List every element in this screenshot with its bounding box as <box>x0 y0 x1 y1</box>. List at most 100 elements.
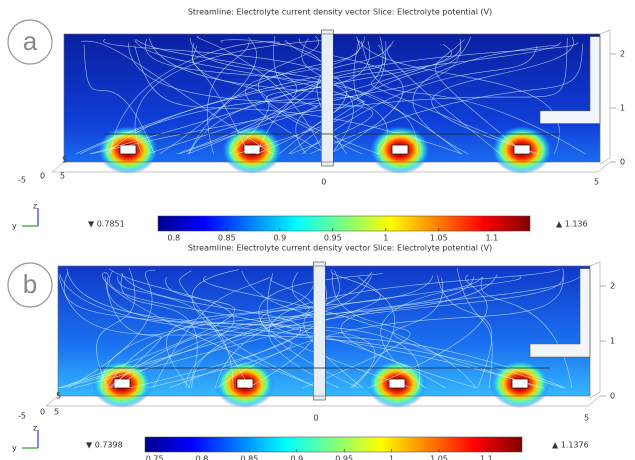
electrode <box>243 144 261 155</box>
axis-text: 5 <box>54 408 59 417</box>
colorbar-min: ▼ 0.7851 <box>88 220 125 229</box>
streamline <box>179 270 250 389</box>
panel-label-circle <box>7 19 53 65</box>
colorbar-tick-label: 1.05 <box>430 455 448 460</box>
colorbar <box>157 215 531 232</box>
colorbar-tick-label: 0.8 <box>167 234 180 243</box>
streamline <box>456 268 493 389</box>
triad-y-label: y <box>12 444 17 453</box>
colorbar-tick-label: 0.85 <box>218 234 236 243</box>
triad-z-label: z <box>33 424 37 433</box>
streamline <box>361 40 586 155</box>
streamline <box>203 275 477 389</box>
streamline <box>96 267 136 389</box>
streamline <box>90 37 568 155</box>
streamline <box>83 44 155 155</box>
streamline <box>144 39 418 155</box>
triad-y-label: y <box>12 222 17 231</box>
streamline <box>108 276 372 389</box>
axis-text: 5 <box>594 178 599 187</box>
z-tick-label: 0 <box>620 158 625 167</box>
domain-frame <box>57 265 591 397</box>
electrode <box>513 144 531 155</box>
axis-text: 0 <box>313 414 318 423</box>
colorbar-tick-label: 1 <box>383 234 388 243</box>
streamline <box>120 273 198 389</box>
streamline <box>191 42 270 155</box>
streamline <box>103 38 347 155</box>
colorbar-tick-label: 1.1 <box>485 234 498 243</box>
colorbar-tick-label: 0.9 <box>290 455 303 460</box>
streamline <box>189 37 354 155</box>
streamline <box>340 269 586 389</box>
panel-title: Streamline: Electrolyte current density … <box>188 244 492 253</box>
streamline <box>109 41 281 155</box>
streamline <box>265 41 371 155</box>
axis-box <box>51 29 611 173</box>
z-tick-label: 1 <box>620 104 625 113</box>
colorbar-tick-label: 0.85 <box>241 455 259 460</box>
streamline <box>63 271 545 389</box>
streamline <box>146 44 452 155</box>
streamline <box>106 41 561 155</box>
streamline <box>392 277 541 389</box>
streamline <box>196 36 325 155</box>
streamline <box>102 272 320 389</box>
axis-text: 0 <box>40 408 45 417</box>
colorbar-tick-label: 0.95 <box>324 234 342 243</box>
streamline <box>367 274 488 389</box>
axis-text: 5 <box>60 172 65 181</box>
colorbar-tick-label: 0.95 <box>335 455 353 460</box>
streamline <box>247 277 321 389</box>
streamline <box>179 36 318 155</box>
streamline <box>301 38 462 155</box>
axis-text: 5 <box>584 414 589 423</box>
streamline <box>371 36 536 155</box>
colorbar-tick-label: 1.1 <box>480 455 493 460</box>
streamline <box>134 45 463 155</box>
axis-text: 0 <box>321 178 326 187</box>
colorbar-tick-label: 1 <box>389 455 394 460</box>
streamline <box>303 271 373 389</box>
streamline <box>121 273 302 389</box>
triad-z-label: z <box>33 202 37 211</box>
panel: a Streamline: Electrolyte current density… <box>7 8 625 243</box>
divider <box>320 29 334 167</box>
streamline <box>81 40 274 155</box>
streamline <box>73 276 381 389</box>
electrode <box>391 144 409 155</box>
streamline <box>386 40 501 155</box>
streamline <box>437 275 493 389</box>
colorbar-min: ▼ 0.7398 <box>86 441 123 450</box>
streamline <box>109 270 446 389</box>
streamline <box>380 275 522 389</box>
panel-title: Streamline: Electrolyte current density … <box>188 8 492 17</box>
streamline <box>128 42 374 155</box>
streamline <box>302 272 411 389</box>
streamline <box>330 268 395 389</box>
divider <box>313 261 326 401</box>
streamline <box>59 276 236 389</box>
panel-label: b <box>23 269 37 299</box>
colorbar-tick-label: 0.75 <box>146 455 164 460</box>
domain-frame <box>63 33 601 163</box>
streamline <box>431 36 574 155</box>
streamline <box>188 39 360 155</box>
streamline <box>166 269 316 389</box>
streamline <box>134 39 388 155</box>
z-tick-label: 2 <box>620 50 625 59</box>
streamline <box>298 38 404 155</box>
panel-label-circle <box>7 262 53 308</box>
colorbar-tick-label: 0.8 <box>196 455 209 460</box>
streamline <box>101 274 498 389</box>
z-tick-label: 1 <box>610 337 615 346</box>
panel-label: a <box>23 26 38 56</box>
electrode <box>119 144 137 155</box>
colorbar-tick-label: 0.9 <box>273 234 286 243</box>
streamline <box>153 277 270 389</box>
streamline <box>215 277 483 389</box>
streamline <box>58 275 564 389</box>
axis-text: 5 <box>56 392 61 401</box>
streamline <box>309 43 583 155</box>
electrode <box>388 378 406 389</box>
